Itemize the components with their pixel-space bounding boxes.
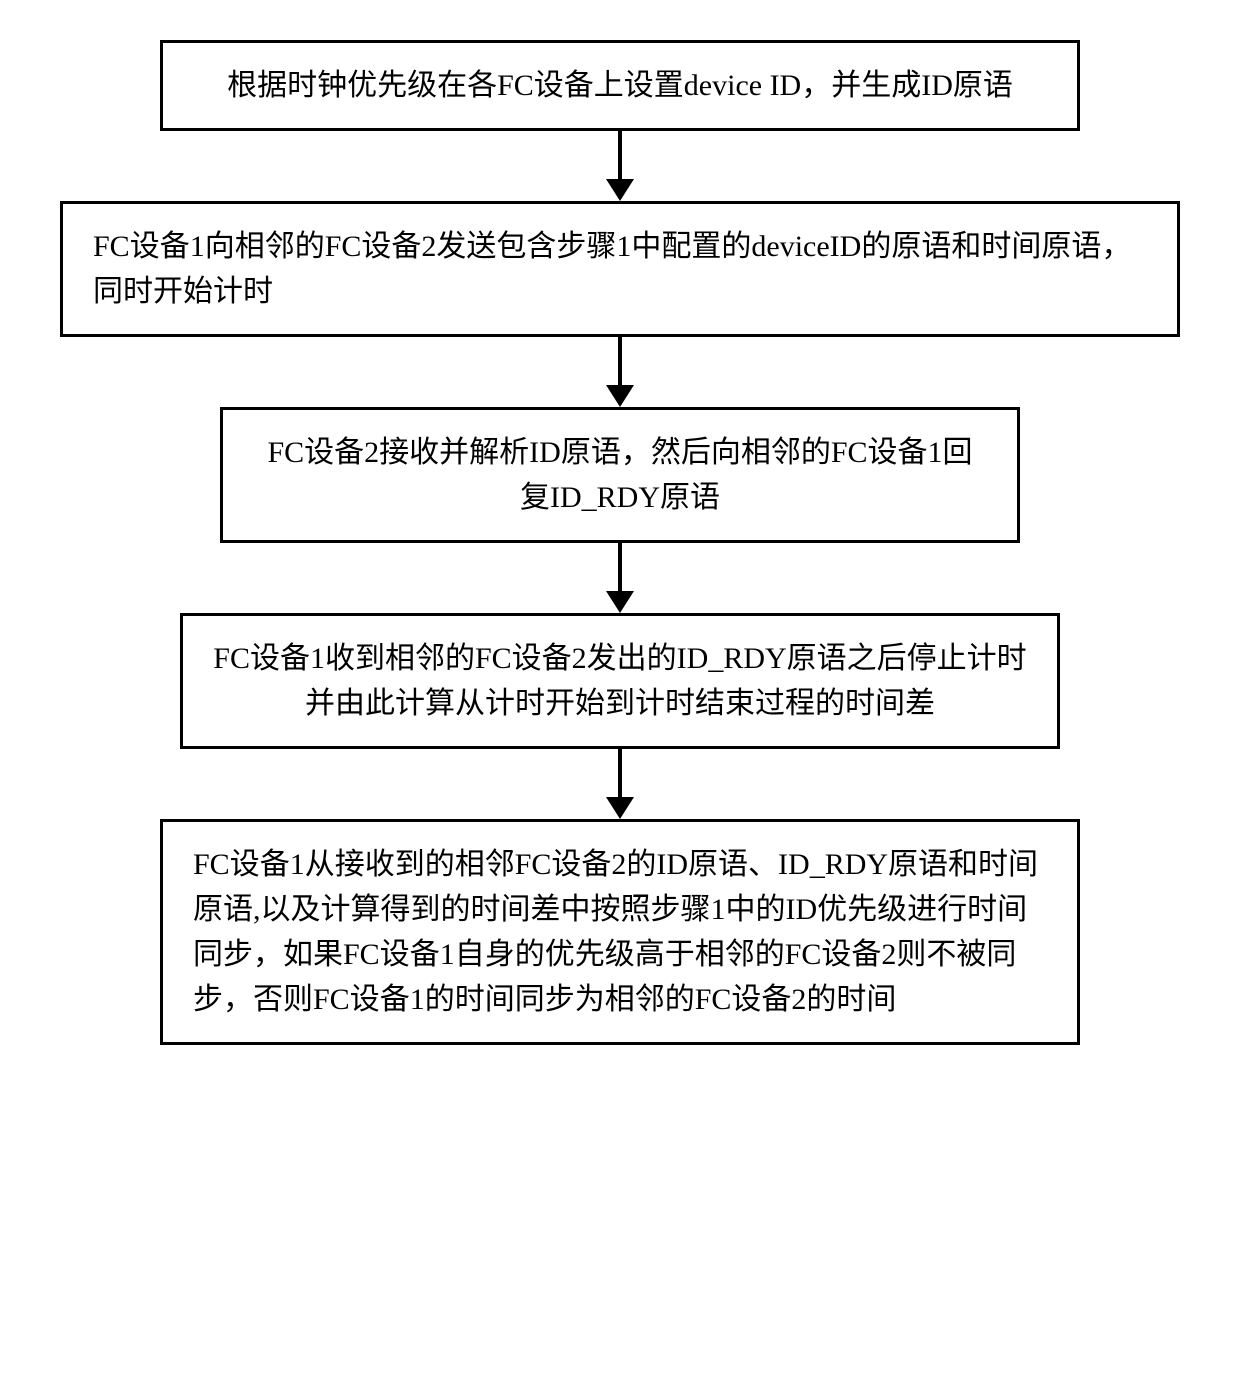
arrow-line <box>618 337 622 385</box>
flowchart-step-3: FC设备2接收并解析ID原语，然后向相邻的FC设备1回复ID_RDY原语 <box>220 407 1020 543</box>
flowchart-step-4: FC设备1收到相邻的FC设备2发出的ID_RDY原语之后停止计时并由此计算从计时… <box>180 613 1060 749</box>
step-1-text: 根据时钟优先级在各FC设备上设置device ID，并生成ID原语 <box>227 69 1013 102</box>
step-4-text: FC设备1收到相邻的FC设备2发出的ID_RDY原语之后停止计时并由此计算从计时… <box>213 642 1026 720</box>
step-3-text: FC设备2接收并解析ID原语，然后向相邻的FC设备1回复ID_RDY原语 <box>267 436 972 514</box>
arrow-2-to-3 <box>606 337 634 407</box>
arrow-head-icon <box>606 797 634 819</box>
flowchart-step-1: 根据时钟优先级在各FC设备上设置device ID，并生成ID原语 <box>160 40 1080 131</box>
arrow-1-to-2 <box>606 131 634 201</box>
flowchart-step-2: FC设备1向相邻的FC设备2发送包含步骤1中配置的deviceID的原语和时间原… <box>60 201 1180 337</box>
flowchart-container: 根据时钟优先级在各FC设备上设置device ID，并生成ID原语 FC设备1向… <box>0 40 1240 1045</box>
arrow-head-icon <box>606 385 634 407</box>
arrow-line <box>618 131 622 179</box>
arrow-head-icon <box>606 591 634 613</box>
step-5-text: FC设备1从接收到的相邻FC设备2的ID原语、ID_RDY原语和时间原语,以及计… <box>193 848 1038 1016</box>
arrow-3-to-4 <box>606 543 634 613</box>
step-2-text: FC设备1向相邻的FC设备2发送包含步骤1中配置的deviceID的原语和时间原… <box>93 230 1131 308</box>
arrow-line <box>618 543 622 591</box>
flowchart-step-5: FC设备1从接收到的相邻FC设备2的ID原语、ID_RDY原语和时间原语,以及计… <box>160 819 1080 1045</box>
arrow-4-to-5 <box>606 749 634 819</box>
arrow-line <box>618 749 622 797</box>
arrow-head-icon <box>606 179 634 201</box>
